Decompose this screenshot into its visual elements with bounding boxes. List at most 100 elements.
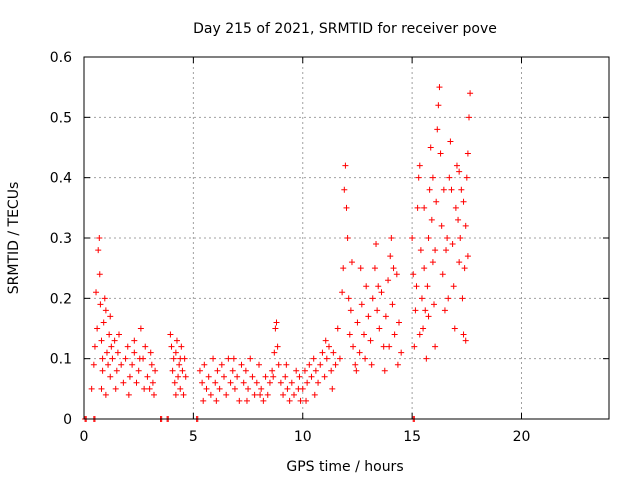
data-point [438, 222, 445, 229]
data-point [94, 325, 101, 332]
data-point [308, 373, 315, 380]
data-point [256, 361, 262, 368]
data-point [99, 355, 106, 362]
data-point [323, 355, 330, 362]
data-point [133, 379, 140, 386]
data-point [398, 349, 405, 356]
data-point [93, 289, 100, 296]
data-point [423, 355, 430, 362]
data-point [199, 379, 206, 386]
data-point [409, 235, 416, 241]
data-point [131, 337, 138, 344]
data-point [441, 307, 448, 314]
data-point [345, 295, 352, 302]
data-point [288, 379, 295, 386]
data-point [102, 391, 109, 398]
data-point [439, 271, 446, 278]
data-point [391, 331, 398, 338]
y-tick-label: 0 [63, 412, 72, 428]
data-point [310, 355, 317, 362]
data-point [339, 289, 346, 296]
data-point [231, 385, 238, 392]
data-point [386, 343, 393, 350]
data-point [253, 379, 260, 386]
data-point [269, 367, 276, 374]
data-point [177, 355, 184, 362]
data-point [142, 343, 149, 350]
data-point [141, 385, 148, 392]
data-point [456, 168, 463, 175]
data-point [374, 307, 381, 314]
data-point [448, 186, 455, 193]
data-point [135, 367, 142, 374]
data-point [98, 337, 105, 344]
data-point [412, 307, 419, 314]
data-point [249, 373, 256, 380]
data-point [147, 349, 154, 356]
data-point [137, 325, 144, 332]
data-point [312, 367, 319, 374]
data-point [464, 253, 471, 260]
data-point [421, 204, 428, 211]
data-point [245, 385, 252, 392]
data-point [293, 367, 300, 374]
data-point [414, 204, 421, 211]
data-point [342, 162, 349, 169]
data-point [336, 355, 343, 362]
data-point [169, 367, 176, 374]
data-point [431, 301, 437, 308]
data-point [346, 331, 353, 338]
data-point [353, 367, 360, 374]
data-point [388, 235, 395, 241]
data-point [356, 349, 363, 356]
data-point [467, 90, 474, 97]
data-point [450, 283, 457, 290]
data-point [425, 313, 432, 320]
y-axis-label: SRMTID / TECUs [6, 182, 22, 295]
data-point [432, 247, 439, 254]
data-point [411, 343, 418, 350]
data-point [124, 343, 131, 350]
y-tick-label: 0.2 [50, 291, 72, 307]
data-point [286, 397, 293, 404]
data-point [460, 331, 467, 338]
data-point [126, 373, 133, 380]
data-point [270, 373, 277, 380]
data-point [227, 379, 234, 386]
data-point [114, 349, 121, 356]
data-point [118, 361, 125, 368]
data-point [328, 367, 335, 374]
data-point [283, 361, 290, 368]
data-point [96, 235, 103, 241]
data-point [172, 349, 179, 356]
data-point [271, 349, 278, 356]
data-point [417, 247, 424, 254]
data-point [291, 391, 297, 398]
data-point [273, 319, 280, 326]
data-point [429, 174, 436, 181]
data-point [418, 295, 425, 302]
data-point [380, 343, 387, 350]
data-point [129, 361, 136, 368]
data-point [144, 373, 151, 380]
data-point [413, 283, 420, 290]
data-point [257, 391, 264, 398]
data-point [229, 367, 236, 374]
data-point [216, 385, 223, 392]
data-point [111, 337, 118, 344]
data-point [332, 361, 339, 368]
data-point [352, 361, 359, 368]
data-point [218, 361, 225, 368]
data-point [260, 397, 267, 404]
data-point [358, 301, 365, 308]
data-point [445, 295, 452, 302]
data-point [103, 349, 110, 356]
chart-title: Day 215 of 2021, SRMTID for receiver pov… [193, 21, 497, 37]
data-point [462, 337, 469, 344]
x-tick-label: 20 [513, 429, 531, 445]
data-point [205, 373, 212, 380]
data-point [120, 379, 127, 386]
data-point [426, 186, 433, 193]
data-point [396, 319, 402, 326]
data-point [196, 367, 203, 374]
